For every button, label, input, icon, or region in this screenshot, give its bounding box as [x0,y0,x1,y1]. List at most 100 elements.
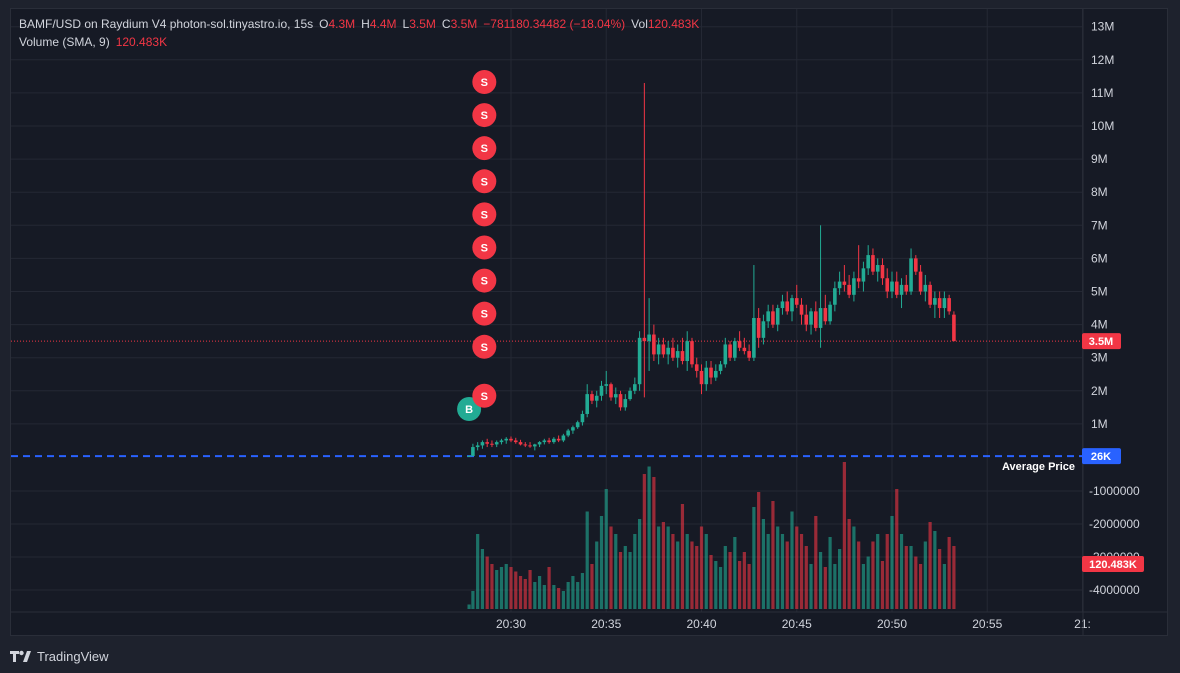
volume-bar [790,511,794,609]
candle-body [737,341,742,348]
volume-layer [467,462,956,609]
volume-bar [680,504,685,609]
price-tick-label: 5M [1091,285,1108,299]
candle-body [561,435,566,441]
volume-bar [857,541,861,609]
volume-bar [485,556,489,609]
last-price-tag: 3.5M [1089,336,1113,348]
candle-body [652,334,656,355]
candle-body [623,399,628,408]
volume-bar [637,519,642,609]
candle-body [785,301,790,312]
open-label: O [319,17,329,31]
volume-bar [747,564,751,609]
candle-body [671,347,675,358]
tradingview-logo[interactable]: TradingView [10,646,109,666]
volume-bar [895,489,899,609]
price-tick-label: 7M [1091,218,1108,232]
candle-body [918,271,923,292]
candle-body [552,438,556,443]
volume-bar [609,526,613,609]
volume-bar [804,546,808,609]
candle-body [490,443,494,445]
volume-bar [885,534,889,609]
candle-body [504,438,509,441]
candle-body [899,284,904,295]
volume-bar [838,549,842,609]
candle-body [528,445,532,447]
symbol-title[interactable]: BAMF/USD on Raydium V4 photon-sol.tinyas… [19,17,314,31]
candle-body [794,298,799,305]
marker-label: S [481,110,488,122]
volume-bar [752,507,756,609]
candle-body [852,278,856,295]
volume-bar [647,466,651,609]
candle-body [937,298,942,309]
candle-body [733,341,737,358]
candle-body [494,442,499,445]
volume-bar [871,541,875,609]
volume-bar [528,570,532,609]
marker-label: S [481,276,488,288]
candle-body [699,370,704,385]
volume-bar [704,534,708,609]
candle-body [728,344,732,358]
candle-body [709,367,713,378]
time-tick-label: 20:45 [782,617,812,631]
sell-marker [472,202,497,227]
candle-body [694,364,699,371]
volume-bar [733,537,737,609]
volume-bar [595,541,599,609]
volume-bar [799,534,804,609]
candle-body [499,440,504,443]
candle-body [856,278,861,282]
volume-bar [633,534,637,609]
candle-body [618,394,623,408]
volume-bar [928,522,932,609]
candle-body [747,351,751,358]
axis-layer: 13M 12M 11M 10M 9M 8M 7M 6M 5M 4M 3M 2M 1M -1000000 -2… [11,9,1167,635]
candle-body [766,311,770,322]
volume-bar [785,541,789,609]
candle-body [604,384,609,386]
volume-bar [809,564,813,609]
candle-body [533,444,537,447]
price-tick-label: 4M [1091,318,1108,332]
volume-bar [818,552,823,609]
volume-bar [876,534,880,609]
candle-body [752,317,756,358]
candle-body [599,385,604,396]
candle-body [866,255,870,269]
marker-label: S [481,143,488,155]
marker-label: S [481,391,488,403]
price-tick-label: 9M [1091,152,1108,166]
price-tick-label: 8M [1091,185,1108,199]
average-price-layer [11,340,1083,458]
volume-bar [642,474,646,609]
marker-label: S [481,176,488,188]
volume-bar [795,526,799,609]
candle-body [571,427,575,431]
volume-bar [471,591,475,609]
candle-body [713,370,718,378]
volume-bar [590,564,594,609]
volume-bar [723,546,727,609]
candle-body [823,308,828,322]
marker-label: S [481,209,488,221]
volume-bar [699,526,704,609]
tradingview-icon [10,650,31,662]
sell-marker [472,334,497,359]
time-tick-label: 20:40 [686,617,716,631]
price-tick-label: 12M [1091,53,1114,67]
candle-body [556,438,561,441]
volume-bar [904,546,908,609]
volume-bar [742,552,746,609]
candle-body [933,298,937,305]
volume-indicator-title[interactable]: Volume (SMA, 9) [19,35,110,49]
candle-body [718,364,723,371]
candle-body [467,456,471,458]
price-tick-label: 6M [1091,251,1108,265]
volume-bar [890,516,894,609]
